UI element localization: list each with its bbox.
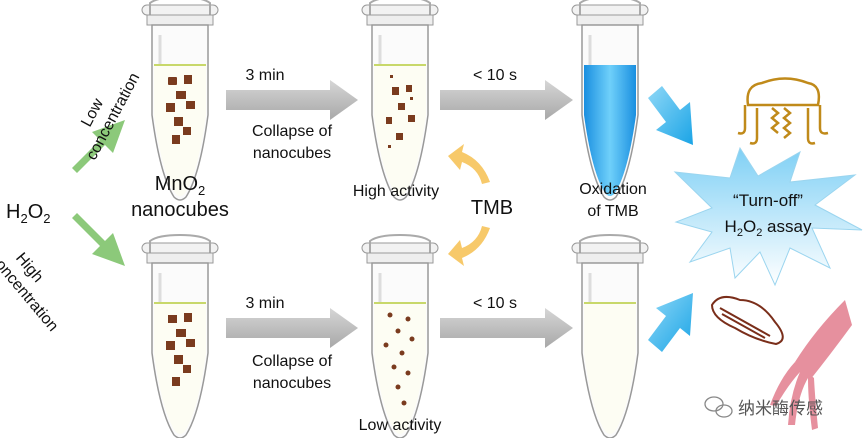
collapse-top-1: Collapse of bbox=[252, 123, 333, 140]
watermark: 纳米酶传感 bbox=[738, 399, 823, 418]
assay-label-2: H2O2 assay bbox=[725, 217, 812, 239]
squid-icon bbox=[770, 300, 852, 430]
assay-label-1: “Turn-off” bbox=[733, 191, 803, 210]
time-3min-top: 3 min bbox=[245, 67, 284, 84]
sea-cucumber-icon bbox=[710, 295, 784, 346]
jellyfish-icon bbox=[737, 77, 829, 145]
time-10s-bottom: < 10 s bbox=[473, 295, 517, 312]
tube-unoxidized-tmb bbox=[570, 233, 650, 438]
collapse-bottom-2: nanocubes bbox=[253, 375, 331, 392]
nanocubes-label: nanocubes bbox=[131, 199, 229, 221]
tmb-label: TMB bbox=[471, 197, 513, 219]
high-concentration-label: Highconcentration bbox=[0, 238, 77, 335]
tube-oxidized-tmb bbox=[570, 0, 650, 202]
time-3min-bottom: 3 min bbox=[245, 295, 284, 312]
h2o2-label: H2O2 bbox=[6, 201, 50, 226]
green-arrows bbox=[72, 120, 125, 266]
wechat-icon bbox=[704, 396, 733, 418]
low-concentration-label: Lowconcentration bbox=[66, 61, 144, 163]
assay-starburst bbox=[673, 146, 863, 287]
mno2-label: MnO2 bbox=[155, 173, 206, 198]
collapse-bottom-1: Collapse of bbox=[252, 353, 333, 370]
blue-arrows bbox=[648, 86, 693, 352]
high-activity-label: High activity bbox=[353, 183, 439, 200]
low-activity-label: Low activity bbox=[359, 417, 442, 434]
time-10s-top: < 10 s bbox=[473, 67, 517, 84]
tube-collapse-top bbox=[360, 0, 440, 202]
tube-mno2-top bbox=[140, 0, 220, 202]
tube-mno2-bottom bbox=[140, 233, 220, 438]
oxidation-label-1: Oxidation bbox=[579, 181, 647, 198]
tube-collapse-bottom bbox=[360, 233, 440, 438]
collapse-top-2: nanocubes bbox=[253, 145, 331, 162]
gray-arrows bbox=[226, 80, 573, 348]
oxidation-label-2: of TMB bbox=[587, 203, 638, 220]
yellow-arrows bbox=[448, 144, 490, 266]
